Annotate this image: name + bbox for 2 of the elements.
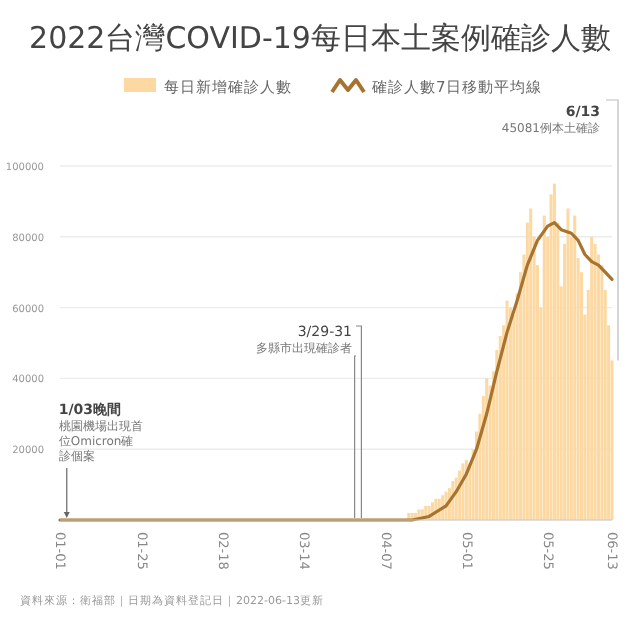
line-series: [58, 221, 614, 522]
chart-title: 2022台灣COVID-19每日本土案例確診人數: [29, 20, 611, 56]
